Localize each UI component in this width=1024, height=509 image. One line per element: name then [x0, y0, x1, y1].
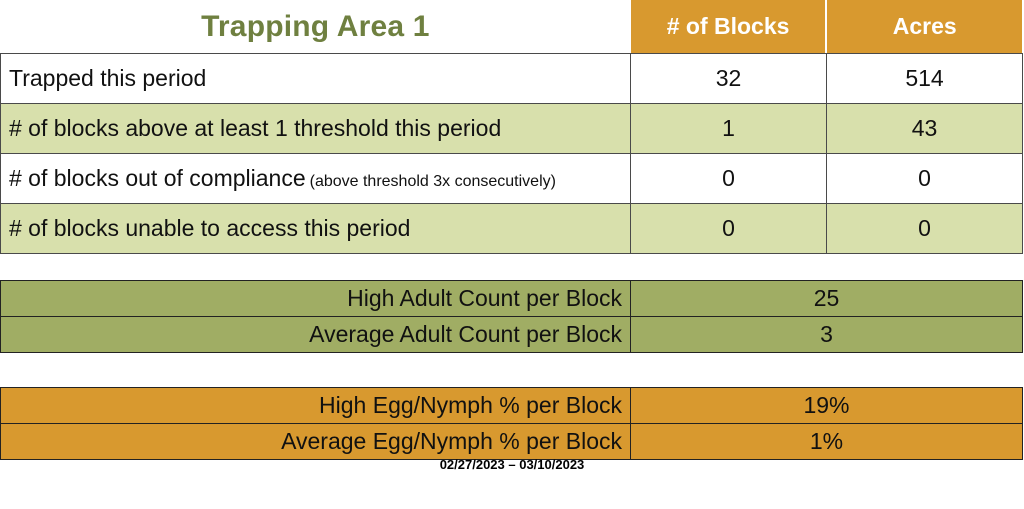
row-label: High Egg/Nymph % per Block: [0, 387, 631, 424]
row-label: Average Egg/Nymph % per Block: [0, 423, 631, 460]
table-row: # of blocks above at least 1 threshold t…: [0, 103, 1023, 154]
row-label-text: # of blocks out of compliance: [9, 165, 306, 191]
table-row: # of blocks unable to access this period…: [0, 203, 1023, 254]
blocks-value: 1: [630, 103, 827, 154]
row-label: Trapped this period: [0, 53, 631, 104]
acres-value: 43: [826, 103, 1023, 154]
row-label: High Adult Count per Block: [0, 280, 631, 317]
egg-nymph-table: High Egg/Nymph % per Block 19% Average E…: [0, 387, 1023, 460]
row-label: # of blocks above at least 1 threshold t…: [0, 103, 631, 154]
acres-value: 0: [826, 153, 1023, 204]
acres-value: 514: [826, 53, 1023, 104]
row-label-text: # of blocks above at least 1 threshold t…: [9, 115, 502, 141]
row-label: # of blocks out of compliance (above thre…: [0, 153, 631, 204]
blocks-value: 0: [630, 153, 827, 204]
main-table: Trapped this period 32 514 # of blocks a…: [0, 53, 1023, 254]
row-value: 3: [630, 316, 1023, 353]
adult-count-table: High Adult Count per Block 25 Average Ad…: [0, 280, 1023, 353]
row-label: Average Adult Count per Block: [0, 316, 631, 353]
blocks-value: 32: [630, 53, 827, 104]
table-row: Trapped this period 32 514: [0, 53, 1023, 104]
blocks-value: 0: [630, 203, 827, 254]
table-row: Average Adult Count per Block 3: [0, 316, 1023, 353]
table-row: High Egg/Nymph % per Block 19%: [0, 387, 1023, 424]
table-row: High Adult Count per Block 25: [0, 280, 1023, 317]
page-title: Trapping Area 1: [201, 9, 430, 43]
acres-value: 0: [826, 203, 1023, 254]
row-label-note: (above threshold 3x consecutively): [309, 173, 556, 190]
title-cell: Trapping Area 1: [0, 0, 631, 53]
column-header-blocks: # of Blocks: [630, 0, 826, 53]
date-range: 02/27/2023 – 03/10/2023: [439, 457, 585, 472]
row-value: 1%: [630, 423, 1023, 460]
row-label-text: Trapped this period: [9, 65, 207, 91]
column-header-acres: Acres: [825, 0, 1023, 53]
row-label: # of blocks unable to access this period: [0, 203, 631, 254]
table-row: # of blocks out of compliance (above thre…: [0, 153, 1023, 204]
row-label-text: # of blocks unable to access this period: [9, 215, 411, 241]
table-row: Average Egg/Nymph % per Block 1%: [0, 423, 1023, 460]
row-value: 19%: [630, 387, 1023, 424]
header-row: Trapping Area 1 # of Blocks Acres: [0, 0, 1023, 53]
row-value: 25: [630, 280, 1023, 317]
